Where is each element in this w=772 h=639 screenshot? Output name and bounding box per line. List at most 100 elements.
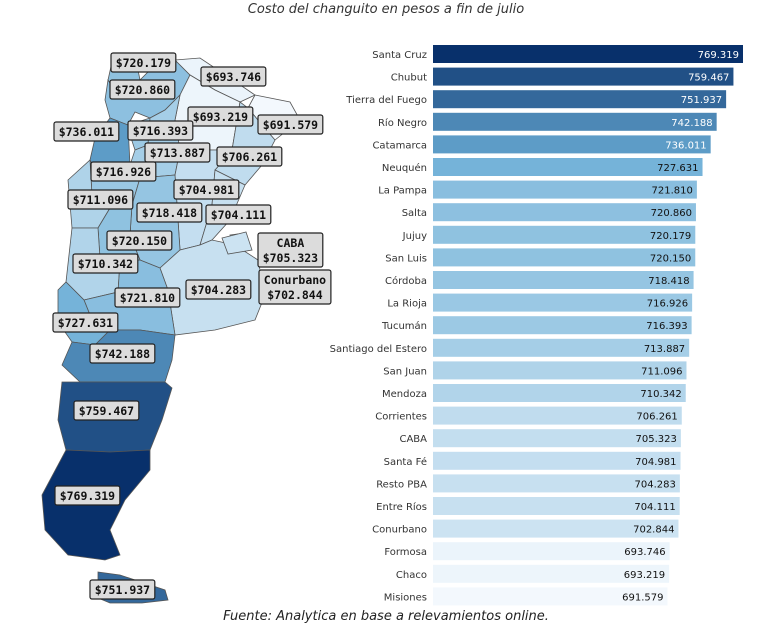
bar-mendoza <box>433 384 686 402</box>
map-label-la-rioja: $716.926 <box>90 161 157 182</box>
bar-category-label: Río Negro <box>378 117 427 129</box>
bar-value-label: 716.393 <box>646 321 687 332</box>
map-label-san-luis: $720.150 <box>106 230 173 251</box>
bar-value-label: 742.188 <box>671 118 712 129</box>
bar-chaco <box>433 564 670 583</box>
map-label-catamarca: $736.011 <box>53 121 120 142</box>
map-label-entre-rios: $704.111 <box>205 204 272 225</box>
bar-value-label: 702.844 <box>633 525 674 536</box>
svg-text:$742.188: $742.188 <box>95 347 150 361</box>
map-label-corrientes: $706.261 <box>216 146 283 167</box>
bar-category-label: Tucumán <box>381 320 427 332</box>
map-label-la-pampa: $721.810 <box>114 287 181 308</box>
bar-category-label: Entre Ríos <box>376 501 427 513</box>
bar-neuquen <box>433 158 703 176</box>
bar-category-label: Neuquén <box>382 162 427 174</box>
bar-entre-rios <box>433 497 680 515</box>
svg-text:$710.342: $710.342 <box>78 257 133 271</box>
bar-value-label: 710.342 <box>640 389 681 400</box>
bar-value-label: 769.319 <box>698 50 739 61</box>
bar-value-label: 727.631 <box>657 163 698 174</box>
map-label-cordoba: $718.418 <box>136 202 203 223</box>
bar-value-label: 718.418 <box>648 276 689 287</box>
bar-san-luis <box>433 248 696 267</box>
bar-la-rioja <box>433 293 693 312</box>
bar-santiago-del-estero <box>433 338 690 357</box>
bar-cordoba <box>433 271 694 289</box>
bar-category-label: Córdoba <box>385 275 427 287</box>
bar-tucuman <box>433 316 692 335</box>
bar-chubut <box>433 67 734 86</box>
bar-category-label: La Rioja <box>387 299 427 310</box>
svg-text:$727.631: $727.631 <box>58 316 113 330</box>
svg-text:$769.319: $769.319 <box>60 489 115 503</box>
svg-text:$691.579: $691.579 <box>263 118 318 132</box>
bar-jujuy <box>433 225 696 244</box>
bar-catamarca <box>433 135 711 154</box>
bar-value-label: 720.150 <box>650 253 691 264</box>
svg-text:$720.860: $720.860 <box>115 83 170 97</box>
svg-text:$704.283: $704.283 <box>191 283 246 297</box>
bar-la-pampa <box>433 180 697 199</box>
svg-text:$721.810: $721.810 <box>120 291 175 305</box>
map-label-santa-fe: $704.981 <box>173 179 240 200</box>
bar-corrientes <box>433 406 682 425</box>
svg-text:$704.111: $704.111 <box>211 208 266 222</box>
bar-tierra-del-fuego <box>433 90 727 109</box>
svg-text:$693.746: $693.746 <box>206 70 261 84</box>
map-label-resto-pba: $704.283 <box>185 279 252 300</box>
map-label-caba: CABA$705.323 <box>257 232 324 268</box>
svg-text:$704.981: $704.981 <box>179 183 234 197</box>
svg-text:$759.467: $759.467 <box>79 404 134 418</box>
bar-value-label: 720.179 <box>650 231 691 242</box>
bar-value-label: 704.981 <box>635 457 676 468</box>
svg-text:$693.219: $693.219 <box>193 110 248 124</box>
bar-category-label: Corrientes <box>375 412 427 423</box>
bar-value-label: 704.111 <box>634 502 675 513</box>
bar-value-label: 691.579 <box>622 592 663 603</box>
bar-value-label: 704.283 <box>635 479 676 490</box>
map-label-misiones: $691.579 <box>257 114 324 135</box>
bar-value-label: 736.011 <box>665 140 706 151</box>
bar-category-label: Formosa <box>384 547 427 558</box>
svg-text:$736.011: $736.011 <box>59 125 114 139</box>
bar-category-label: Catamarca <box>372 140 427 151</box>
map-label-formosa: $693.746 <box>200 66 267 87</box>
svg-text:$718.418: $718.418 <box>142 206 197 220</box>
svg-text:$702.844: $702.844 <box>267 288 322 302</box>
bar-value-label: 720.860 <box>651 208 692 219</box>
bar-category-label: Chubut <box>391 73 427 84</box>
bar-caba <box>433 429 681 448</box>
map-label-santiago-del-estero: $713.887 <box>144 142 211 163</box>
bar-value-label: 706.261 <box>636 412 677 423</box>
bar-value-label: 759.467 <box>688 73 729 84</box>
map-label-san-juan: $711.096 <box>67 189 134 210</box>
svg-text:$716.393: $716.393 <box>133 124 188 138</box>
svg-text:Conurbano: Conurbano <box>264 273 326 287</box>
bar-category-label: Chaco <box>396 570 427 581</box>
bar-category-label: La Pampa <box>378 186 427 197</box>
bar-value-label: 751.937 <box>681 95 722 106</box>
map-label-tucuman: $716.393 <box>127 120 194 141</box>
svg-text:$720.150: $720.150 <box>112 234 167 248</box>
bar-rio-negro <box>433 112 717 131</box>
bar-value-label: 693.746 <box>624 547 665 558</box>
bar-salta <box>433 203 696 222</box>
bar-conurbano <box>433 519 679 538</box>
svg-text:$716.926: $716.926 <box>96 165 151 179</box>
bar-value-label: 721.810 <box>652 186 693 197</box>
svg-text:$705.323: $705.323 <box>263 251 318 265</box>
map-label-mendoza: $710.342 <box>72 253 139 274</box>
bar-value-label: 711.096 <box>641 366 682 377</box>
bar-san-juan <box>433 361 687 380</box>
svg-text:$720.179: $720.179 <box>116 56 171 70</box>
source-note: Fuente: Analytica en base a relevamiento… <box>223 609 549 624</box>
bar-resto-pba <box>433 474 680 493</box>
bar-misiones <box>433 587 668 606</box>
svg-text:$751.937: $751.937 <box>95 583 150 597</box>
bar-category-label: Conurbano <box>372 525 427 536</box>
map-label-chubut: $759.467 <box>73 400 140 421</box>
bar-category-label: Jujuy <box>402 231 427 242</box>
bar-category-label: San Luis <box>385 253 427 264</box>
bar-category-label: Mendoza <box>382 389 427 400</box>
